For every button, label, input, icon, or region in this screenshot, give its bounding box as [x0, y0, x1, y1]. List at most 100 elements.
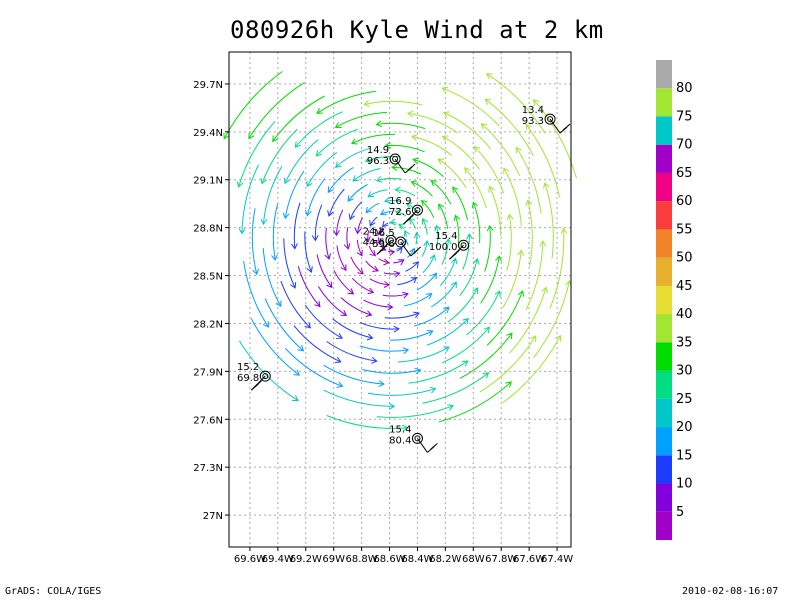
streamline — [472, 202, 481, 244]
colorbar-label: 75 — [676, 109, 693, 124]
colorbar-label: 65 — [676, 166, 693, 181]
streamline-arrow — [430, 180, 438, 187]
wind-barb-flag — [253, 380, 262, 388]
station-label-speed: 16.5 — [372, 228, 394, 239]
streamline-arrow — [334, 122, 342, 128]
streamline — [489, 186, 502, 237]
streamline-arrow — [414, 367, 422, 375]
streamline-arrow — [411, 134, 418, 141]
streamline-arrow — [388, 249, 396, 256]
station-marker — [411, 204, 423, 216]
station-marker-inner — [414, 435, 421, 442]
streamline — [250, 318, 300, 376]
streamline — [336, 245, 347, 271]
streamline — [306, 178, 326, 216]
streamline — [397, 277, 417, 286]
streamline — [351, 277, 374, 293]
y-tick-label: 28.5N — [193, 272, 223, 283]
station-label-pressure: 100.0 — [429, 242, 458, 253]
streamline-arrow — [420, 199, 428, 207]
streamline — [480, 123, 521, 177]
wind-barb-staff — [400, 241, 412, 257]
streamline — [297, 266, 321, 307]
streamline-arrow — [371, 357, 378, 364]
streamline-arrow — [403, 229, 410, 237]
streamline-arrow — [347, 288, 355, 295]
streamline — [395, 189, 416, 197]
colorbar-band — [656, 144, 672, 173]
streamline-arrow — [272, 135, 279, 143]
streamline-arrow — [443, 306, 450, 314]
x-tick-label: 68.4W — [401, 554, 433, 565]
streamline-arrow — [429, 386, 437, 394]
station-label-speed: 15.4 — [435, 231, 457, 242]
x-tick-label: 69.2W — [290, 554, 322, 565]
streamline — [335, 147, 371, 168]
streamline-arrow — [375, 229, 383, 236]
streamline-arrow — [444, 238, 452, 245]
streamline-arrow — [347, 195, 354, 202]
streamline-arrow — [515, 146, 522, 154]
y-axis-ticks: 27N 27.3N 27.6N 27.9N 28.2N 28.5N 28.8N 29.1N 29… — [193, 80, 229, 522]
streamline-arrow — [472, 287, 479, 295]
station-label-speed: 13.4 — [522, 105, 544, 116]
streamline-arrow — [383, 281, 391, 288]
x-tick-label: 68.8W — [346, 554, 378, 565]
streamline-arrow — [525, 199, 533, 206]
station-label-pressure: 72.6 — [389, 207, 411, 218]
station-marker — [544, 113, 556, 125]
station-label-pressure: 80.4 — [389, 435, 411, 446]
streamline — [293, 325, 341, 363]
streamline — [525, 124, 561, 198]
colorbar-band — [656, 172, 672, 202]
streamline-arrow — [352, 175, 359, 182]
streamline — [347, 184, 368, 202]
streamline — [452, 186, 468, 221]
streamline — [284, 348, 343, 387]
streamline — [389, 330, 433, 341]
streamline-arrow — [506, 213, 514, 221]
streamline — [376, 122, 426, 130]
streamline — [544, 182, 554, 259]
streamline-arrow — [396, 247, 403, 254]
streamline — [464, 167, 487, 209]
colorbar-band — [656, 229, 672, 258]
wind-barb-flag — [452, 249, 460, 257]
streamline-arrow — [464, 167, 471, 174]
streamline — [350, 256, 364, 275]
station-marker-inner — [387, 237, 394, 244]
streamline-arrow — [406, 110, 414, 118]
wind-barb-flag — [562, 123, 571, 131]
streamline — [317, 286, 347, 316]
streamline-arrow — [410, 277, 418, 284]
streamline-arrow — [327, 186, 334, 194]
streamline — [323, 389, 395, 407]
streamline-arrow — [488, 185, 495, 193]
streamline-arrow — [485, 73, 493, 80]
streamline — [426, 318, 469, 346]
colorbar-band — [656, 60, 672, 89]
x-tick-label: 68.6W — [373, 554, 405, 565]
streamline-arrow — [412, 157, 420, 165]
colorbar-label: 20 — [676, 420, 693, 435]
colorbar-label: 40 — [676, 307, 693, 322]
streamline-arrow — [450, 281, 457, 289]
streamline-arrow — [334, 356, 342, 364]
streamline-arrow — [369, 220, 376, 227]
streamline — [340, 297, 372, 316]
streamline — [326, 341, 377, 362]
streamline-arrow — [378, 380, 385, 388]
streamline — [397, 346, 450, 363]
streamline-arrow — [473, 146, 481, 153]
station-marker-inner — [397, 239, 404, 246]
streamline-arrow — [430, 272, 438, 280]
streamline — [459, 332, 513, 379]
streamline-arrow — [441, 135, 449, 142]
y-tick-label: 27N — [203, 511, 223, 522]
streamline — [384, 312, 420, 319]
streamline — [272, 203, 279, 260]
streamline-arrow — [238, 228, 246, 235]
streamline-arrow — [401, 424, 409, 432]
streamline-arrow — [327, 210, 334, 217]
colorbar-label: 50 — [676, 251, 693, 266]
